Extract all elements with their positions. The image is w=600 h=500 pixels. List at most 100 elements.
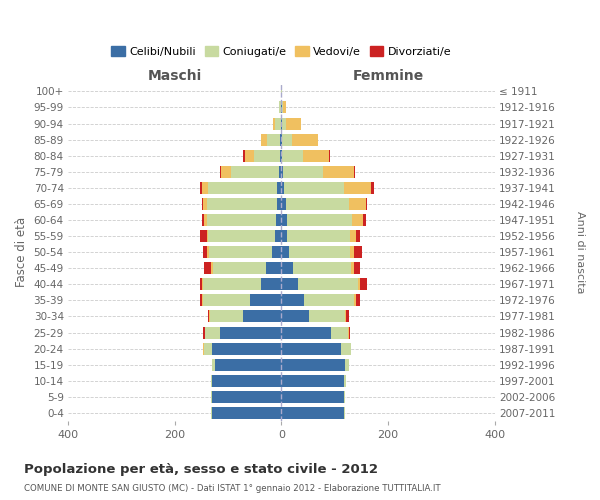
- Bar: [286, 118, 301, 130]
- Bar: [205, 326, 220, 338]
- Bar: [243, 310, 281, 322]
- Bar: [277, 182, 281, 194]
- Bar: [281, 134, 283, 145]
- Bar: [211, 374, 212, 387]
- Bar: [292, 134, 317, 145]
- Text: Maschi: Maschi: [148, 68, 202, 82]
- Bar: [200, 230, 206, 242]
- Bar: [344, 374, 346, 387]
- Bar: [281, 278, 298, 290]
- Bar: [283, 134, 292, 145]
- Bar: [266, 262, 281, 274]
- Bar: [281, 374, 344, 387]
- Bar: [352, 214, 364, 226]
- Bar: [200, 182, 202, 194]
- Bar: [371, 182, 374, 194]
- Bar: [284, 182, 344, 194]
- Bar: [283, 150, 302, 162]
- Bar: [208, 182, 277, 194]
- Bar: [282, 118, 286, 130]
- Bar: [203, 246, 207, 258]
- Bar: [279, 166, 281, 178]
- Bar: [206, 230, 208, 242]
- Bar: [281, 214, 287, 226]
- Bar: [206, 198, 277, 210]
- Text: Femmine: Femmine: [352, 68, 424, 82]
- Bar: [212, 342, 281, 354]
- Bar: [281, 407, 344, 419]
- Bar: [200, 278, 202, 290]
- Bar: [202, 198, 203, 210]
- Bar: [281, 262, 293, 274]
- Bar: [275, 118, 281, 130]
- Bar: [203, 198, 206, 210]
- Bar: [304, 294, 355, 306]
- Bar: [358, 278, 360, 290]
- Bar: [212, 407, 281, 419]
- Bar: [221, 166, 231, 178]
- Bar: [281, 198, 286, 210]
- Bar: [273, 118, 275, 130]
- Bar: [203, 294, 250, 306]
- Bar: [204, 262, 211, 274]
- Bar: [203, 278, 261, 290]
- Bar: [267, 134, 280, 145]
- Bar: [354, 166, 355, 178]
- Bar: [254, 150, 280, 162]
- Bar: [281, 310, 309, 322]
- Bar: [349, 326, 350, 338]
- Bar: [272, 246, 281, 258]
- Bar: [282, 102, 283, 114]
- Bar: [244, 150, 245, 162]
- Bar: [209, 246, 272, 258]
- Bar: [281, 246, 289, 258]
- Bar: [309, 310, 346, 322]
- Bar: [206, 214, 276, 226]
- Bar: [356, 294, 360, 306]
- Bar: [281, 150, 283, 162]
- Bar: [350, 262, 354, 274]
- Bar: [365, 198, 367, 210]
- Bar: [281, 358, 346, 370]
- Bar: [250, 294, 281, 306]
- Text: COMUNE DI MONTE SAN GIUSTO (MC) - Dati ISTAT 1° gennaio 2012 - Elaborazione TUTT: COMUNE DI MONTE SAN GIUSTO (MC) - Dati I…: [24, 484, 440, 493]
- Bar: [210, 310, 243, 322]
- Bar: [287, 230, 350, 242]
- Bar: [220, 326, 281, 338]
- Bar: [279, 102, 281, 114]
- Bar: [350, 246, 355, 258]
- Y-axis label: Anni di nascita: Anni di nascita: [575, 211, 585, 294]
- Bar: [204, 342, 212, 354]
- Bar: [281, 230, 287, 242]
- Bar: [202, 214, 204, 226]
- Bar: [354, 262, 360, 274]
- Bar: [213, 262, 266, 274]
- Bar: [355, 294, 356, 306]
- Bar: [331, 326, 348, 338]
- Bar: [289, 246, 350, 258]
- Bar: [350, 230, 356, 242]
- Bar: [280, 134, 281, 145]
- Legend: Celibi/Nubili, Coniugati/e, Vedovi/e, Divorziati/e: Celibi/Nubili, Coniugati/e, Vedovi/e, Di…: [107, 42, 456, 62]
- Bar: [277, 198, 281, 210]
- Bar: [207, 246, 209, 258]
- Bar: [276, 214, 281, 226]
- Bar: [212, 374, 281, 387]
- Bar: [203, 326, 205, 338]
- Bar: [355, 246, 362, 258]
- Text: Popolazione per età, sesso e stato civile - 2012: Popolazione per età, sesso e stato civil…: [24, 462, 378, 475]
- Bar: [281, 182, 284, 194]
- Bar: [200, 294, 202, 306]
- Bar: [281, 391, 344, 403]
- Bar: [212, 358, 215, 370]
- Bar: [245, 150, 254, 162]
- Bar: [281, 342, 341, 354]
- Bar: [283, 102, 286, 114]
- Bar: [364, 214, 366, 226]
- Bar: [204, 214, 206, 226]
- Bar: [260, 134, 267, 145]
- Bar: [302, 150, 329, 162]
- Bar: [208, 230, 275, 242]
- Bar: [261, 278, 281, 290]
- Bar: [281, 294, 304, 306]
